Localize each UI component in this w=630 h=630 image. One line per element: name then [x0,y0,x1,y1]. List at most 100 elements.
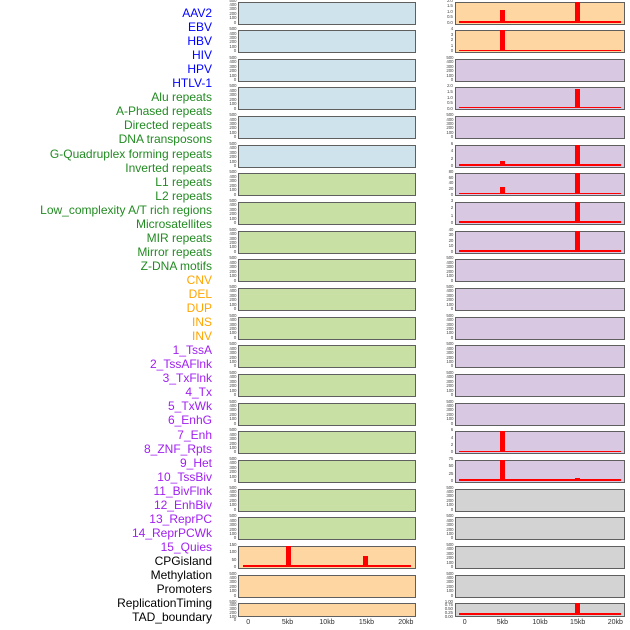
y-tick-label: 500 [445,55,453,61]
y-tick-label: 300 [445,64,453,70]
y-axis-ticks-hbv: 500 400 300 200 100 0 [210,56,236,83]
y-tick-label: 75 [448,456,453,462]
panel-z-dna-motifs [238,517,416,541]
y-tick-label: 500 [228,514,236,519]
panel-aav2 [238,1,416,25]
panel-ebv [238,30,416,54]
y-tick-label: 300 [228,236,236,242]
panel-tad-boundary [455,602,625,617]
panel-promoters [455,545,625,569]
y-tick-label: 100 [445,331,453,336]
y-tick-label: 0.00 [444,614,453,620]
y-tick-label: 500 [228,428,236,433]
y-tick-label: 200 [228,610,236,616]
panel-11-bivflnk [455,345,625,369]
panel-6-enhg [455,202,625,226]
signal-spike [500,186,506,195]
row-label-dup: DUP [186,301,212,316]
panel-15-quies [455,459,625,483]
y-tick-label: 25 [448,471,453,477]
y-tick-label: 0 [450,135,454,140]
y-tick-label: 100 [228,216,236,222]
y-tick-label: 100 [228,550,236,555]
y-tick-label: 2 [450,156,454,162]
signal-spike [574,603,580,615]
y-axis-ticks-cpgisland: 500 400 300 200 100 0 [427,486,453,513]
row-label-dna-transposons: DNA transposons [118,132,212,147]
panel-inverted-repeats [238,316,416,340]
y-tick-label: 300 [228,494,236,499]
panel-13-reprpc [455,402,625,426]
row-label-9-het: 9_Het [179,455,212,470]
y-tick-label: 200 [228,527,236,532]
panel-cpgisland [455,488,625,512]
y-tick-label: 40 [448,181,453,186]
y-tick-label: 300 [228,265,236,270]
y-tick-label: 500 [228,0,236,3]
y-tick-label: 200 [228,326,236,332]
y-tick-label: 100 [445,417,453,422]
y-tick-label: 200 [228,269,236,275]
row-label-1-tssa: 1_TssA [172,343,212,358]
y-tick-label: 500 [445,399,453,405]
y-tick-label: 400 [228,489,236,495]
y-tick-label: 2 [450,443,454,448]
y-tick-label: 400 [228,575,236,581]
y-tick-label: 500 [228,485,236,491]
y-axis-ticks-11-bivflnk: 500 400 300 200 100 0 [427,342,453,369]
row-label-12-enhbiv: 12_EnhBiv [153,497,212,512]
y-axis-ticks-8-znf-rpts: 500 400 300 200 100 0 [427,256,453,283]
row-label-4-tx: 4_Tx [185,385,212,400]
row-label-15-quies: 15_Quies [160,539,212,554]
y-tick-label: 200 [228,412,236,418]
y-tick-label: 0 [450,249,454,255]
row-label-a-phased-repeats: A-Phased repeats [115,104,212,119]
y-tick-label: 1.0 [447,9,453,15]
panel-microsatellites [238,431,416,455]
y-tick-label: 500 [445,256,453,261]
y-tick-label: 400 [228,461,236,466]
y-tick-label: 80 [448,170,453,175]
row-label-13-reprpc: 13_ReprPC [149,511,212,526]
y-tick-label: 400 [228,146,236,151]
y-tick-label: 1.00 [444,599,453,604]
y-tick-label: 200 [228,355,236,361]
signal-baseline [242,565,412,567]
y-tick-label: 0 [450,77,454,83]
y-tick-label: 400 [228,203,236,208]
y-axis-ticks-l1-repeats: 500 400 300 200 100 0 [210,342,236,369]
panel-5-txwk [455,173,625,197]
y-tick-label: 400 [228,60,236,65]
y-tick-label: 500 [445,542,453,548]
y-tick-label: 300 [445,580,453,585]
y-tick-label: 200 [228,584,236,590]
y-tick-label: 500 [228,370,236,376]
y-tick-label: 0 [233,393,237,398]
y-tick-label: 200 [228,155,236,160]
y-tick-label: 500 [445,313,453,319]
signal-spike [363,556,369,567]
y-tick-label: 500 [445,370,453,376]
x-axis-label: 5kb [281,619,294,626]
panel-del [238,574,416,598]
row-label-cnv: CNV [186,272,212,287]
signal-baseline [459,21,621,23]
row-label-del: DEL [188,287,212,301]
row-label-3-txflnk: 3_TxFlnk [162,371,212,386]
y-tick-label: 500 [228,399,236,405]
y-tick-label: 100 [228,360,236,365]
y-tick-label: 400 [445,375,453,380]
y-tick-label: 400 [228,31,236,37]
y-tick-label: 0 [450,450,454,455]
y-tick-label: 400 [445,318,453,323]
panel-alu-repeats [238,173,416,197]
y-tick-label: 400 [228,432,236,438]
signal-spike [500,459,506,481]
y-tick-label: 500 [228,571,236,576]
signal-baseline [459,220,621,224]
signal-spike [285,545,291,567]
signal-spike [574,478,580,481]
panel-l2-repeats [238,373,416,397]
y-tick-label: 10 [448,244,453,249]
